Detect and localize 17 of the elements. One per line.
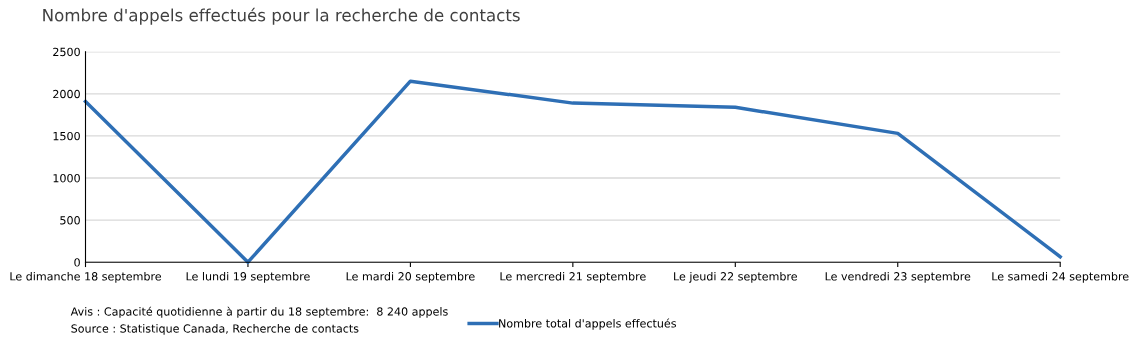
x-tick-label: Le mardi 20 septembre bbox=[346, 271, 475, 283]
text: Avis : Capacité quotidienne à partir du 18 septembre: 8 240 appels bbox=[70, 306, 448, 318]
x-tick-label: Le vendredi 23 septembre bbox=[825, 271, 971, 283]
legend-label: Nombre total d'appels effectués bbox=[499, 318, 676, 330]
y-tick-label: 0 bbox=[74, 258, 80, 267]
chart-title: Nombre d'appels effectués pour la recherche de contacts bbox=[43, 7, 520, 25]
x-tick-label: Le dimanche 18 septembre bbox=[10, 271, 162, 283]
y-tick-label: 500 bbox=[60, 216, 80, 225]
x-tick-label: Le samedi 24 septembre bbox=[992, 271, 1129, 283]
y-tick-label: 1500 bbox=[53, 131, 80, 141]
y-tick-label: 2500 bbox=[53, 47, 80, 57]
y-tick-label: 2000 bbox=[53, 89, 80, 99]
x-tick-label: Le lundi 19 septembre bbox=[186, 271, 310, 283]
x-tick-label: Le mercredi 21 septembre bbox=[500, 271, 646, 283]
source-note: Source : Statistique Canada, Recherche de contacts bbox=[71, 324, 359, 335]
y-tick-label: 1000 bbox=[53, 173, 80, 183]
x-tick-label: Le jeudi 22 septembre bbox=[674, 271, 797, 283]
